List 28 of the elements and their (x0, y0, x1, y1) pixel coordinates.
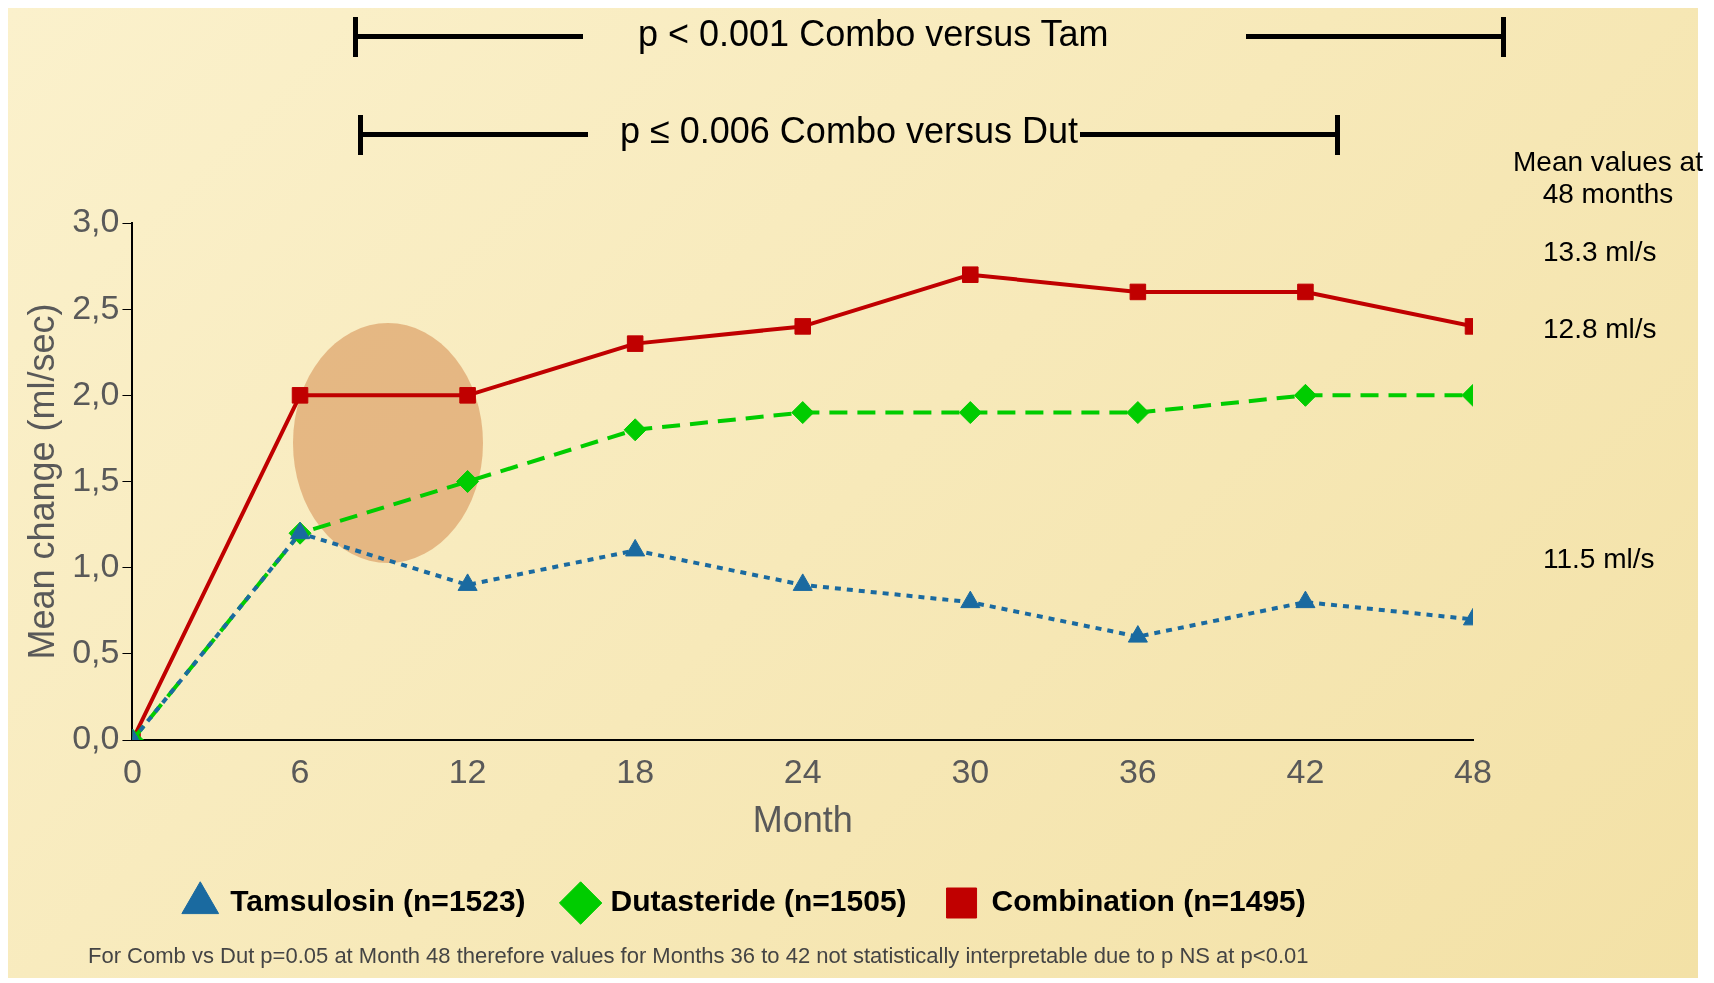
legend-label: Dutasteride (n=1505) (610, 884, 907, 918)
x-tick-label: 48 (1454, 751, 1492, 790)
text: 11.5 ml/s (1543, 543, 1655, 575)
y-tick-label: 0,0 (72, 718, 120, 757)
x-tick-label: 12 (448, 751, 487, 790)
text: Mean values at 48 months (1512, 146, 1704, 210)
y-tick-label: 3,0 (72, 201, 120, 240)
y-tick-label: 2,5 (72, 287, 120, 326)
y-tick-label: 1,0 (72, 546, 120, 585)
legend-label: Combination (n=1495) (991, 884, 1306, 918)
legend-label: Tamsulosin (n=1523) (230, 884, 526, 918)
y-tick-label: 0,5 (72, 632, 120, 671)
x-tick-label: 36 (1118, 751, 1157, 790)
text: For Comb vs Dut p=0.05 at Month 48 therefore values for Months 36 to 42 not statistically interpretable due to p NS at p<0.01 (88, 943, 1309, 969)
text: p ≤ 0.006 Combo versus Dut (620, 110, 1078, 152)
y-tick-label: 1,5 (72, 459, 120, 498)
x-axis-title: Month (752, 799, 853, 841)
x-tick-label: 30 (951, 751, 990, 790)
x-tick-label: 24 (783, 751, 822, 790)
x-tick-label: 42 (1286, 751, 1325, 790)
x-tick-label: 0 (123, 751, 142, 790)
text: 12.8 ml/s (1543, 313, 1657, 345)
y-tick-label: 2,0 (72, 373, 120, 412)
y-axis-title: Mean change (ml/sec) (20, 303, 62, 660)
x-tick-label: 18 (616, 751, 655, 790)
text: p < 0.001 Combo versus Tam (638, 13, 1109, 55)
x-tick-label: 6 (290, 751, 310, 790)
text: 13.3 ml/s (1543, 236, 1657, 268)
